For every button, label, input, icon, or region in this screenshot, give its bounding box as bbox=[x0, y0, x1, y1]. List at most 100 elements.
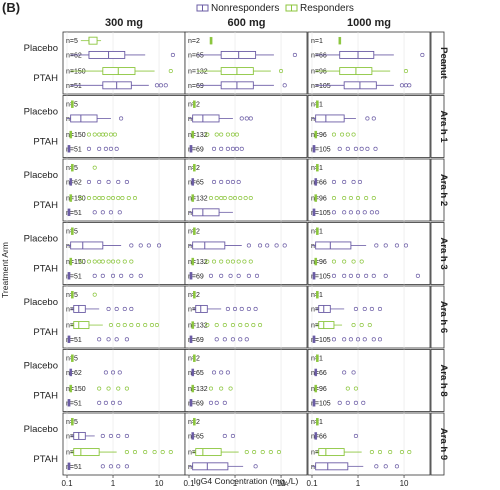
median-line bbox=[71, 290, 74, 299]
outlier-point bbox=[232, 306, 238, 311]
median-line bbox=[71, 354, 74, 362]
outlier-point bbox=[129, 273, 134, 278]
box-responders bbox=[338, 36, 342, 45]
outlier-point bbox=[371, 337, 376, 342]
outlier-point bbox=[225, 179, 230, 184]
box-responders bbox=[209, 36, 213, 45]
box-nonresponders bbox=[189, 145, 244, 153]
median-line bbox=[189, 335, 193, 344]
arm-label-placebo: Placebo bbox=[24, 233, 58, 244]
outlier-point bbox=[353, 146, 358, 151]
box-responders bbox=[69, 130, 117, 139]
outlier-point bbox=[129, 243, 134, 248]
median-line bbox=[69, 257, 73, 266]
facet-panel-1000mg: n=1n=66n=96n=105 bbox=[307, 222, 431, 285]
outlier-point bbox=[252, 450, 257, 455]
outlier-point bbox=[228, 196, 233, 201]
box-responders bbox=[191, 257, 253, 266]
box-responders bbox=[316, 163, 319, 172]
outlier-point bbox=[119, 273, 124, 278]
strip-frame bbox=[430, 222, 445, 285]
outlier-point bbox=[331, 210, 337, 215]
outlier-point bbox=[230, 259, 235, 264]
median-line bbox=[191, 257, 195, 266]
outlier-point bbox=[100, 273, 105, 278]
outlier-point bbox=[331, 273, 337, 278]
facet-panel-1000mg: n=1n=66n=96n=105 bbox=[307, 349, 431, 412]
outlier-point bbox=[110, 196, 116, 201]
outlier-point bbox=[374, 464, 379, 469]
outlier-point bbox=[97, 146, 102, 151]
facet-strip-2: Ara h 2 bbox=[430, 158, 449, 222]
facet-strip-3: Ara h 3 bbox=[430, 222, 449, 285]
outlier-point bbox=[364, 273, 369, 278]
outlier-point bbox=[225, 259, 230, 264]
n-label: n=66 bbox=[311, 179, 327, 186]
outlier-point bbox=[353, 306, 358, 311]
outlier-point bbox=[163, 83, 168, 88]
n-label: n=150 bbox=[66, 386, 86, 393]
outlier-point bbox=[97, 179, 102, 184]
outlier-point bbox=[383, 464, 388, 469]
iqr-box bbox=[339, 50, 375, 59]
n-label: n=132 bbox=[188, 323, 208, 330]
outlier-point bbox=[345, 400, 350, 405]
y-axis-title: Treatment Arm bbox=[0, 242, 10, 298]
median-line bbox=[338, 36, 342, 45]
outlier-point bbox=[377, 337, 383, 342]
median-line bbox=[312, 145, 316, 153]
outlier-point bbox=[129, 323, 134, 328]
outlier-point bbox=[122, 259, 127, 264]
n-label: n=150 bbox=[66, 196, 86, 203]
outlier-point bbox=[208, 196, 214, 201]
outlier-point bbox=[265, 243, 270, 248]
outlier-point bbox=[205, 132, 210, 137]
box-nonresponders bbox=[191, 368, 230, 377]
outlier-point bbox=[355, 337, 361, 342]
box-nonresponders bbox=[67, 462, 129, 471]
outlier-point bbox=[407, 83, 412, 88]
box-nonresponders bbox=[315, 50, 425, 59]
outlier-point bbox=[253, 306, 258, 311]
outlier-point bbox=[361, 400, 366, 405]
outlier-point bbox=[254, 273, 260, 278]
outlier-point bbox=[276, 450, 281, 455]
outlier-point bbox=[136, 323, 141, 328]
outlier-point bbox=[108, 323, 113, 328]
box-nonresponders bbox=[67, 145, 119, 153]
box-nonresponders bbox=[189, 335, 249, 344]
n-label: n=96 bbox=[311, 196, 327, 203]
outlier-point bbox=[214, 196, 219, 201]
box-responders bbox=[70, 448, 173, 457]
facet-panel-1000mg: n=1n=66n=96n=105 bbox=[307, 412, 431, 476]
facet-panel-1000mg: n=1n=66n=96n=105 bbox=[307, 285, 431, 349]
box-responders bbox=[314, 384, 358, 393]
outlier-point bbox=[208, 273, 214, 278]
iqr-box bbox=[315, 114, 345, 123]
n-label: n=51 bbox=[66, 146, 82, 153]
outlier-point bbox=[110, 273, 116, 278]
n-label: n=69 bbox=[188, 146, 204, 153]
box-nonresponders bbox=[67, 114, 124, 123]
outlier-point bbox=[348, 210, 353, 215]
outlier-point bbox=[260, 450, 265, 455]
outlier-point bbox=[355, 210, 361, 215]
box-responders bbox=[315, 67, 408, 76]
median-line bbox=[314, 368, 318, 377]
outlier-point bbox=[377, 450, 383, 455]
outlier-point bbox=[383, 273, 388, 278]
iqr-box bbox=[73, 321, 90, 330]
outlier-point bbox=[225, 370, 230, 375]
outlier-point bbox=[108, 464, 113, 469]
box-nonresponders bbox=[69, 368, 122, 377]
iqr-box bbox=[70, 241, 104, 250]
panel-frame bbox=[184, 222, 308, 285]
outlier-point bbox=[100, 259, 105, 264]
median-line bbox=[67, 399, 71, 407]
outlier-point bbox=[100, 210, 105, 215]
outlier-point bbox=[238, 196, 243, 201]
outlier-point bbox=[129, 306, 134, 311]
panel-frame bbox=[62, 158, 186, 222]
outlier-point bbox=[369, 450, 374, 455]
